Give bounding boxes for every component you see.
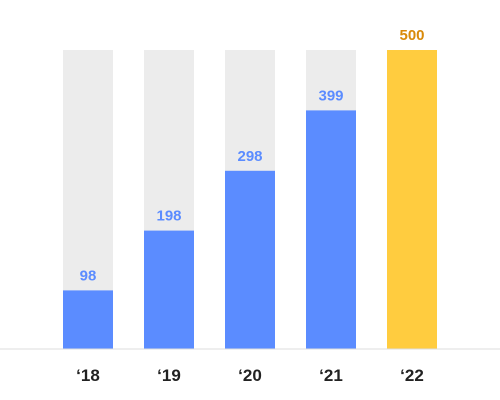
data-label: 98	[80, 267, 97, 284]
data-label: 399	[318, 87, 343, 104]
bar	[387, 50, 437, 349]
data-label: 298	[237, 148, 262, 165]
bars	[63, 50, 437, 349]
bar	[225, 170, 275, 349]
x-tick-label: ‘21	[319, 366, 343, 385]
x-tick-label: ‘18	[76, 366, 100, 385]
x-tick-label: ‘22	[400, 366, 424, 385]
x-axis-tick-labels: ‘18 ‘19 ‘20 ‘21 ‘22	[76, 366, 424, 385]
bar	[63, 290, 113, 349]
bar	[306, 110, 356, 349]
data-label: 500	[399, 27, 424, 44]
bar	[144, 230, 194, 349]
x-tick-label: ‘19	[157, 366, 181, 385]
data-labels: 98 198 298 399 500	[80, 27, 425, 284]
data-label: 198	[156, 208, 181, 225]
x-tick-label: ‘20	[238, 366, 262, 385]
